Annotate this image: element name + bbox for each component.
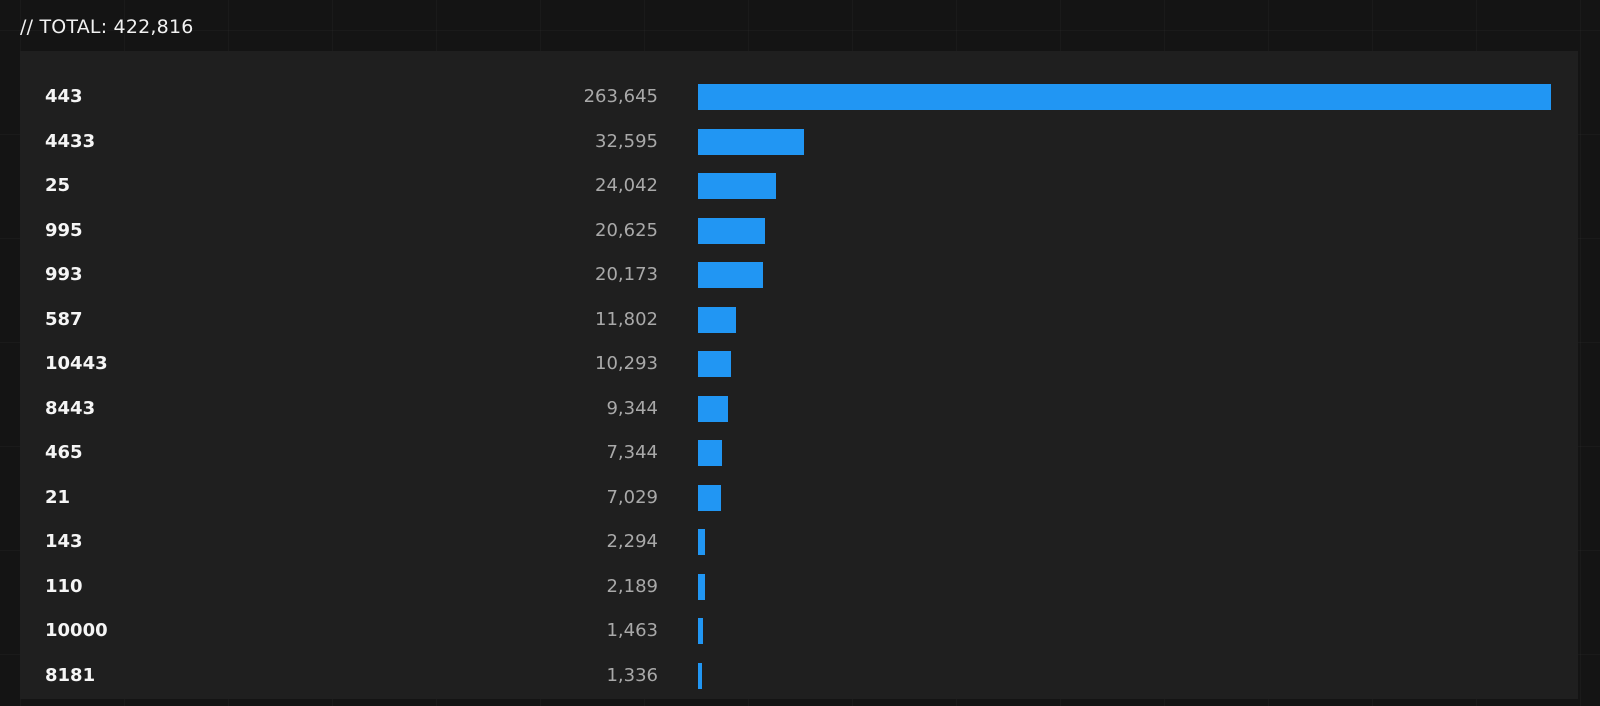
- bar: [698, 662, 703, 689]
- bar: [698, 173, 776, 199]
- category-label: 143: [45, 531, 83, 552]
- category-label: 4433: [45, 130, 96, 152]
- bar: [698, 306, 737, 333]
- chart-row: 4433 32,595: [20, 120, 1578, 164]
- category-label: 587: [45, 308, 83, 330]
- value-label: 10,293: [595, 353, 658, 374]
- value-label: 9,344: [606, 397, 658, 419]
- chart-row: 995 20,625: [20, 209, 1578, 253]
- value-label: 24,042: [595, 175, 658, 196]
- value-label: 7,344: [606, 442, 658, 463]
- chart-row: 10443 10,293: [20, 342, 1578, 386]
- bar: [698, 262, 764, 288]
- bar: [698, 351, 732, 377]
- value-label: 20,173: [595, 264, 658, 285]
- chart-row: 25 24,042: [20, 164, 1578, 208]
- category-label: 25: [45, 175, 71, 196]
- category-label: 8181: [45, 664, 96, 686]
- bar: [698, 618, 703, 644]
- chart-row: 110 2,189: [20, 565, 1578, 609]
- bar-chart-panel: 443 263,645 4433 32,595 25 24,042 995 20,625 993…: [20, 51, 1578, 699]
- category-label: 21: [45, 486, 71, 508]
- bar: [698, 217, 765, 244]
- bar: [698, 440, 722, 466]
- value-label: 1,463: [606, 620, 658, 641]
- value-label: 2,189: [606, 575, 658, 597]
- value-label: 1,336: [606, 664, 658, 686]
- chart-row: 21 7,029: [20, 476, 1578, 520]
- value-label: 11,802: [595, 308, 658, 330]
- chart-row: 10000 1,463: [20, 609, 1578, 653]
- category-label: 995: [45, 219, 83, 241]
- category-label: 110: [45, 575, 83, 597]
- bar: [698, 484, 721, 511]
- category-label: 465: [45, 442, 83, 463]
- bar: [698, 573, 706, 600]
- chart-row: 465 7,344: [20, 431, 1578, 475]
- chart-row: 587 11,802: [20, 298, 1578, 342]
- bar: [698, 395, 729, 422]
- bar: [698, 128, 804, 155]
- category-label: 993: [45, 264, 83, 285]
- value-label: 2,294: [606, 531, 658, 552]
- bar: [698, 84, 1551, 110]
- value-label: 7,029: [606, 486, 658, 508]
- category-label: 10443: [45, 353, 108, 374]
- chart-row: 443 263,645: [20, 75, 1578, 119]
- bar: [698, 529, 706, 555]
- value-label: 263,645: [583, 86, 658, 107]
- total-count: // TOTAL: 422,816: [20, 16, 194, 38]
- value-label: 32,595: [595, 130, 658, 152]
- category-label: 8443: [45, 397, 96, 419]
- value-label: 20,625: [595, 219, 658, 241]
- chart-row: 8181 1,336: [20, 654, 1578, 698]
- category-label: 10000: [45, 620, 108, 641]
- chart-row: 143 2,294: [20, 520, 1578, 564]
- chart-row: 993 20,173: [20, 253, 1578, 297]
- category-label: 443: [45, 86, 83, 107]
- chart-row: 8443 9,344: [20, 387, 1578, 431]
